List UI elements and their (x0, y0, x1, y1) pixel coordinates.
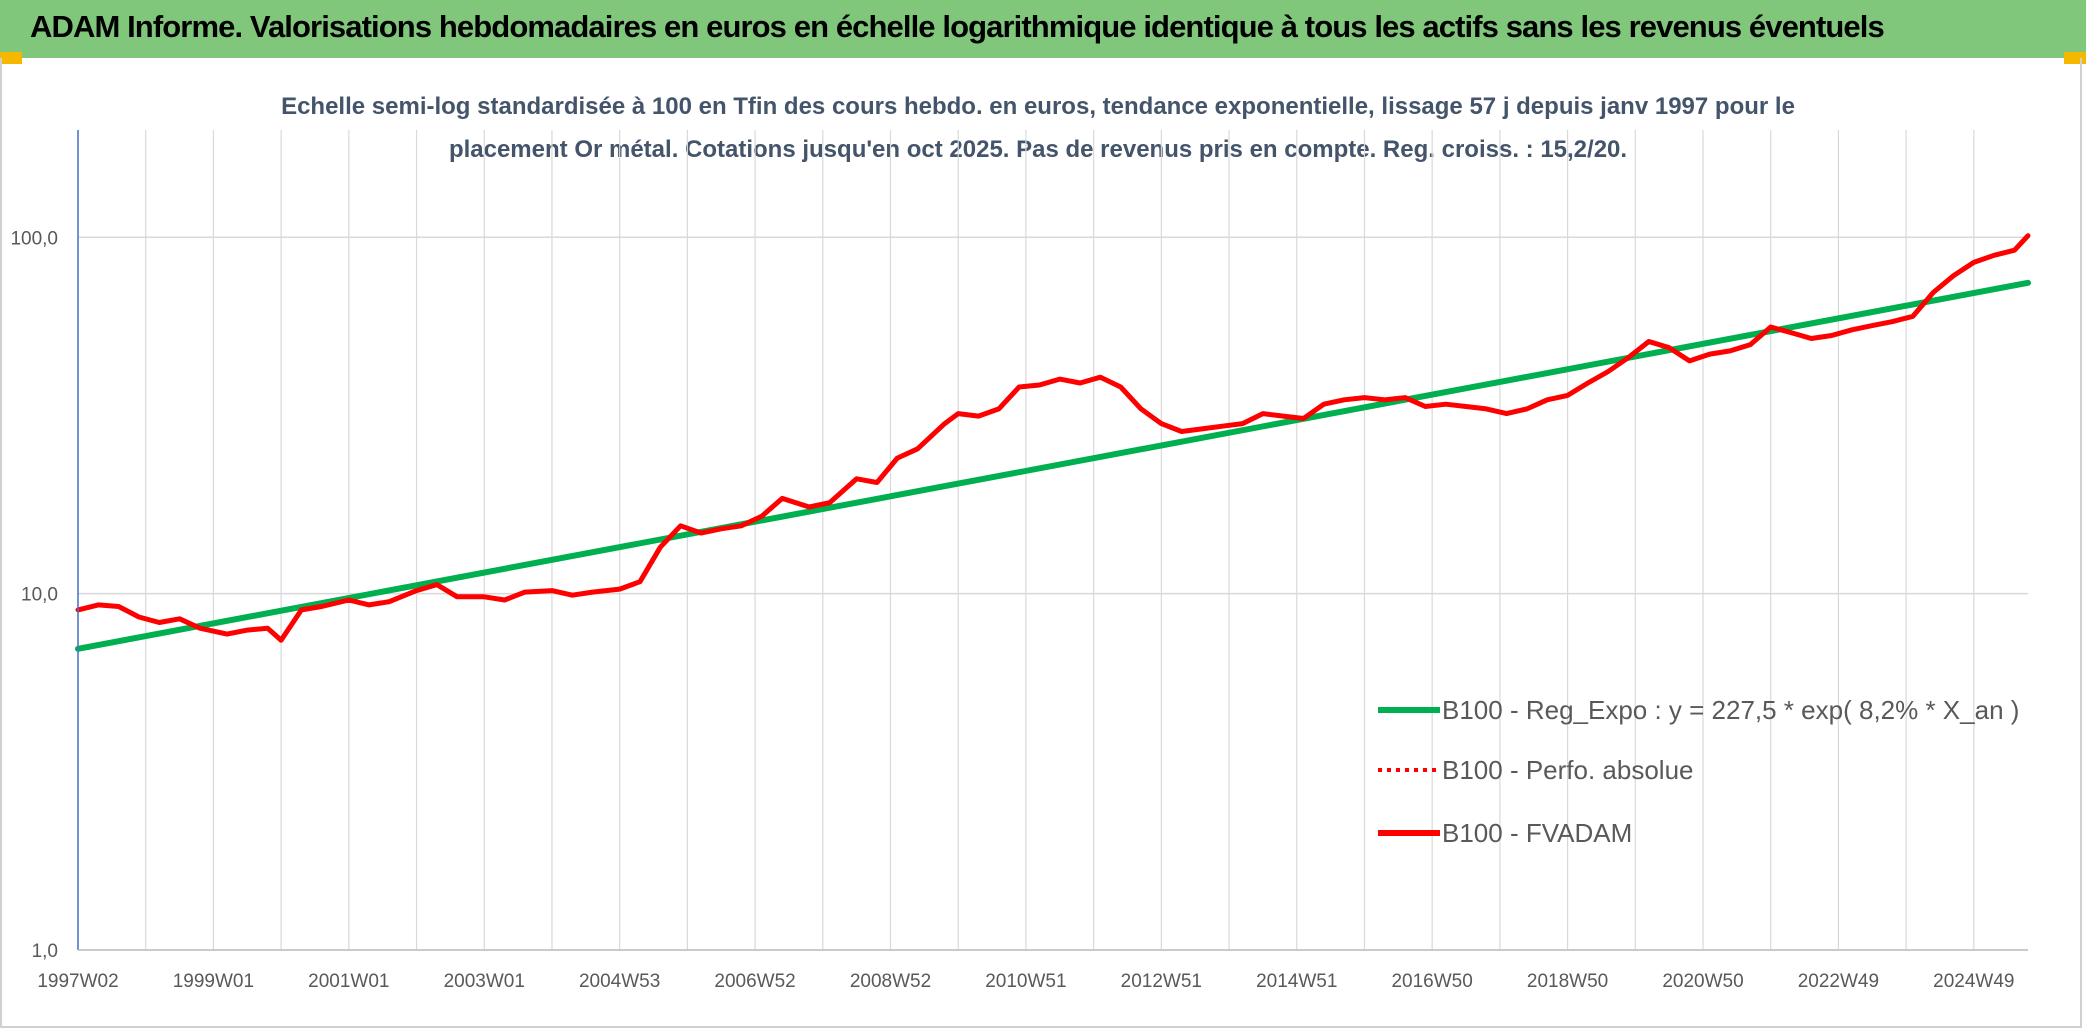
x-tick-label: 1999W01 (173, 971, 254, 992)
x-tick-label: 2012W51 (1121, 971, 1202, 992)
x-tick-label: 2018W50 (1527, 971, 1608, 992)
x-tick-label: 2003W01 (444, 971, 525, 992)
y-tick-label: 10,0 (21, 585, 58, 606)
legend-label-3: B100 - FVADAM (1442, 818, 1632, 848)
x-tick-label: 2008W52 (850, 971, 931, 992)
x-tick-label: 2016W50 (1391, 971, 1472, 992)
axis-layer (77, 130, 2028, 951)
chart-title: Echelle semi-log standardisée à 100 en T… (281, 93, 1795, 163)
x-tick-label: 2020W50 (1662, 971, 1743, 992)
chart-title-line-1: Echelle semi-log standardisée à 100 en T… (281, 93, 1795, 120)
tick-label-layer: 1,0 10,0 100,0 1997W02 1999W01 2001W01 2003W01… (10, 228, 2014, 992)
corner-marker-left (0, 52, 22, 64)
legend-label-1: B100 - Reg_Expo : y = 227,5 * exp( 8,2% … (1442, 695, 2019, 725)
fvadam-line (75, 233, 2031, 643)
regression-line (75, 279, 2031, 652)
chart-frame (0, 58, 2082, 1028)
legend: B100 - Reg_Expo : y = 227,5 * exp( 8,2% … (1378, 695, 2019, 848)
series-layer (75, 233, 2031, 652)
header-bar: ADAM Informe. Valorisations hebdomadaire… (0, 0, 2086, 58)
x-tick-label: 2024W49 (1933, 971, 2014, 992)
grid-layer (77, 130, 2028, 951)
chart-title-line-2: placement Or métal. Cotations jusqu'en o… (449, 136, 1627, 163)
x-tick-label: 2004W53 (579, 971, 660, 992)
x-tick-label: 2010W51 (985, 971, 1066, 992)
x-tick-label: 1997W02 (37, 971, 118, 992)
legend-label-2: B100 - Perfo. absolue (1442, 755, 1694, 785)
y-tick-label: 1,0 (32, 941, 58, 962)
x-tick-label: 2022W49 (1798, 971, 1879, 992)
header-title: ADAM Informe. Valorisations hebdomadaire… (30, 9, 1885, 44)
x-tick-label: 2001W01 (308, 971, 389, 992)
y-tick-label: 100,0 (10, 228, 58, 249)
x-tick-label: 2014W51 (1256, 971, 1337, 992)
x-tick-label: 2006W52 (714, 971, 795, 992)
